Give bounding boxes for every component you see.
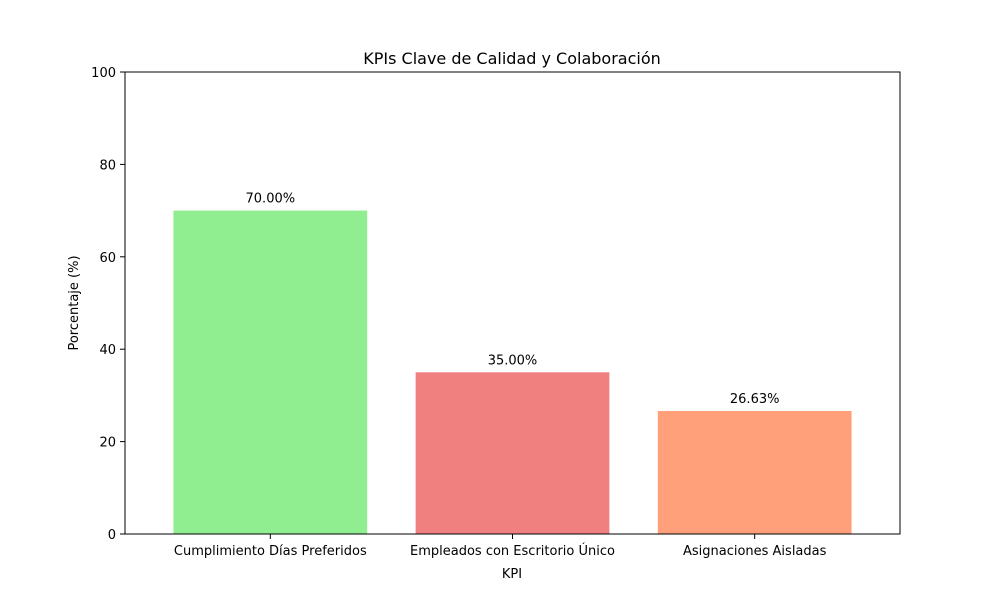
y-tick-label: 80: [99, 158, 116, 173]
bar-data-label: 26.63%: [730, 392, 780, 407]
x-axis-ticks: Cumplimiento Días Preferidos Empleados co…: [174, 534, 827, 559]
bar: [415, 372, 610, 534]
bar: [657, 410, 852, 534]
bar-data-label: 70.00%: [246, 192, 296, 207]
y-axis-ticks: 0 20 40 60 80 100: [91, 66, 125, 543]
x-tick-label: Cumplimiento Días Preferidos: [174, 544, 367, 559]
chart-title: KPIs Clave de Calidad y Colaboración: [363, 49, 661, 68]
y-tick-label: 100: [91, 66, 116, 81]
bar: [173, 210, 368, 534]
y-tick-label: 0: [108, 528, 116, 543]
x-tick-label: Asignaciones Aisladas: [683, 544, 827, 559]
x-axis-label: KPI: [502, 567, 522, 582]
y-tick-label: 20: [99, 436, 116, 451]
bar-data-label: 35.00%: [488, 353, 538, 368]
y-tick-label: 40: [99, 343, 116, 358]
x-tick-label: Empleados con Escritorio Único: [410, 543, 615, 559]
y-axis-label: Porcentaje (%): [67, 255, 82, 350]
data-labels-layer: 70.00% 35.00% 26.63%: [246, 192, 780, 407]
y-tick-label: 60: [99, 251, 116, 266]
bars-layer: [173, 210, 852, 534]
